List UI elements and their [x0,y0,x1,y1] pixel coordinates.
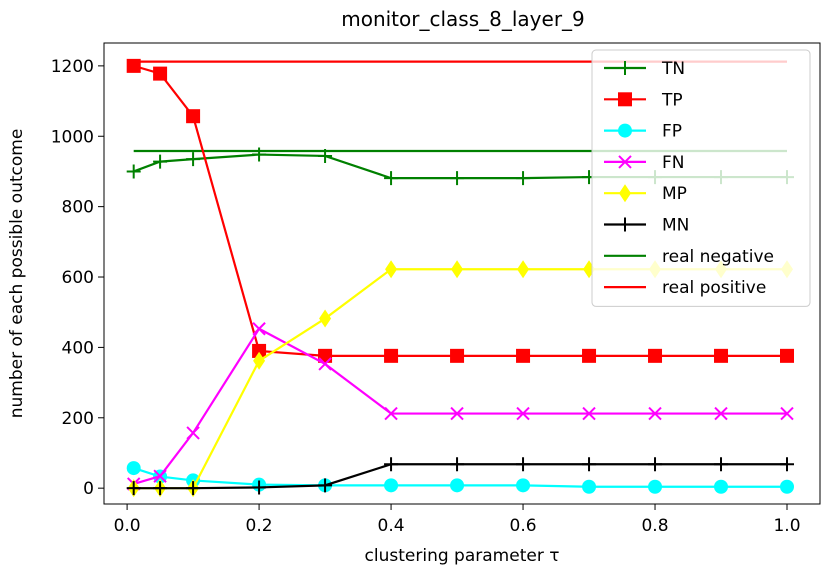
legend-marker-MP [619,184,631,203]
legend-label-FN: FN [662,153,685,173]
x-tick-label: 0.6 [510,516,537,536]
data-point-FP [648,479,663,494]
data-point-FP [516,478,531,493]
legend-label-real-negative: real negative [662,247,774,267]
data-point-MN [153,481,168,496]
data-point-FP [384,478,399,493]
data-point-MN [126,481,141,496]
data-point-MP [319,309,332,328]
x-tick-label: 0.4 [378,516,405,536]
series-line-TP [133,64,788,357]
data-point-MN [780,457,795,472]
data-point-FP [582,479,597,494]
data-point-FP [714,479,729,494]
legend: TN TP FP FN MP MN real negative real positive [591,49,811,307]
legend-label-FP: FP [662,122,682,142]
data-point-FN [780,406,794,421]
legend-marker-FN [618,155,632,169]
data-point-MP [451,260,464,279]
data-point-MN [516,457,531,472]
data-point-MN [714,457,729,472]
series-TP [126,58,795,363]
series-line-FN [133,327,788,485]
legend-label-real-positive: real positive [662,278,766,298]
data-point-TN [318,148,333,163]
x-tick-label: 0.8 [641,516,668,536]
y-tick-label: 800 [62,198,94,218]
data-point-FN [450,406,464,421]
data-point-FN [252,322,266,336]
legend-marker-TP [618,92,632,107]
x-tick-label: 1.0 [773,516,800,536]
data-point-TP [153,66,168,81]
data-point-FP [126,461,141,476]
data-point-FN [582,406,596,421]
data-point-TN [450,171,465,186]
data-point-TP [450,348,465,363]
data-point-FN [318,357,332,371]
data-point-MP [253,351,266,370]
data-point-MN [450,457,465,472]
y-tick-label: 0 [83,479,94,499]
data-point-MN [186,481,201,496]
data-point-TP [384,348,399,363]
data-point-TP [780,348,795,363]
data-point-FN [648,406,662,421]
data-point-TN [516,171,531,186]
y-axis: 0 200 400 600 800 1000 1200 [51,57,104,499]
data-point-FN [714,406,728,421]
y-tick-label: 1200 [51,57,94,77]
legend-marker-MN [618,217,632,232]
data-point-MN [318,478,333,493]
data-point-TP [648,348,663,363]
y-tick-label: 400 [62,338,94,358]
legend-marker-TN [618,61,632,75]
legend-label-MP: MP [662,184,687,204]
legend-marker-FP [618,123,632,138]
data-point-FN [186,426,200,440]
y-axis-label: number of each possible outcome [7,129,27,419]
x-axis: 0.0 0.2 0.4 0.6 0.8 1.0 [114,504,801,536]
data-point-MN [582,457,597,472]
y-tick-label: 600 [62,268,94,288]
legend-label-MN: MN [662,216,689,236]
data-point-TN [186,152,201,167]
data-point-TN [126,164,141,179]
data-point-MN [648,457,663,472]
data-point-FP [780,479,795,494]
data-point-TP [186,109,201,124]
data-point-FN [153,469,167,483]
data-point-MN [252,480,267,495]
series-MN [126,457,795,496]
data-point-MP [385,260,398,279]
data-point-TP [714,348,729,363]
data-point-MP [517,260,530,279]
y-tick-label: 200 [62,409,94,429]
x-tick-label: 0.2 [246,516,273,536]
y-tick-label: 1000 [51,127,94,147]
data-point-TP [252,343,267,358]
data-point-TN [153,154,168,169]
legend-label-TP: TP [661,90,683,110]
data-point-TP [516,348,531,363]
x-axis-label: clustering parameter τ [365,546,560,566]
data-point-FP [450,478,465,493]
chart-title: monitor_class_8_layer_9 [341,7,585,31]
data-point-TP [126,58,141,73]
x-tick-label: 0.0 [114,516,141,536]
data-point-TN [384,171,399,186]
legend-box [591,49,811,307]
data-point-FN [384,406,398,421]
legend-label-TN: TN [661,59,685,79]
data-point-TN [252,147,267,162]
data-point-MN [384,457,399,472]
data-point-TP [582,348,597,363]
data-point-FN [516,406,530,421]
plot-frame [103,42,821,505]
